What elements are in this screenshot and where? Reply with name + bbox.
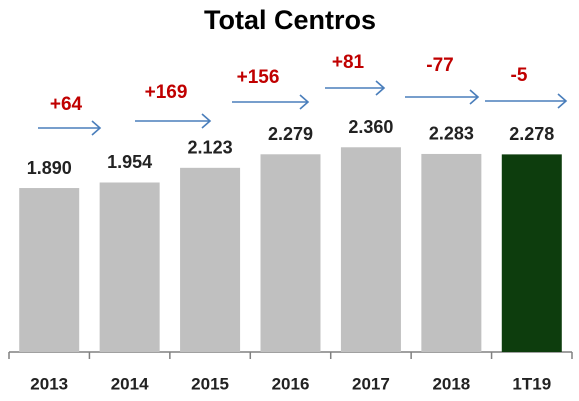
arrow: [38, 120, 102, 136]
arrow: [485, 93, 568, 109]
bar: [501, 154, 562, 352]
bar: [260, 154, 321, 352]
annotation: +156: [237, 67, 280, 88]
x-tick-label: 2013: [30, 374, 68, 393]
arrow: [232, 94, 310, 110]
x-tick-label: 1T19: [512, 374, 551, 393]
chart-title: Total Centros: [204, 5, 376, 35]
x-tick-label: 2014: [111, 374, 149, 393]
value-label: 2.123: [188, 138, 233, 158]
arrow: [135, 113, 212, 129]
arrow: [325, 80, 386, 96]
annotation: -77: [426, 55, 453, 76]
bar: [19, 188, 80, 352]
bar: [340, 147, 401, 352]
bar: [180, 167, 241, 352]
value-label: 1.890: [27, 158, 72, 178]
annotation: +64: [50, 94, 83, 115]
annotation: +81: [332, 52, 365, 73]
value-label: 1.954: [107, 152, 152, 172]
value-label: 2.360: [348, 117, 393, 137]
x-tick-label: 2018: [432, 374, 470, 393]
value-label: 2.278: [509, 124, 554, 144]
annotation: +169: [145, 82, 188, 103]
arrows: [38, 80, 568, 136]
x-tick-label: 2016: [272, 374, 310, 393]
bar: [421, 153, 482, 352]
annotation: -5: [511, 65, 528, 86]
value-label: 2.283: [429, 124, 474, 144]
bar: [99, 182, 160, 352]
arrow: [405, 89, 480, 105]
x-tick-label: 2017: [352, 374, 390, 393]
value-label: 2.279: [268, 124, 313, 144]
x-tick-label: 2015: [191, 374, 229, 393]
